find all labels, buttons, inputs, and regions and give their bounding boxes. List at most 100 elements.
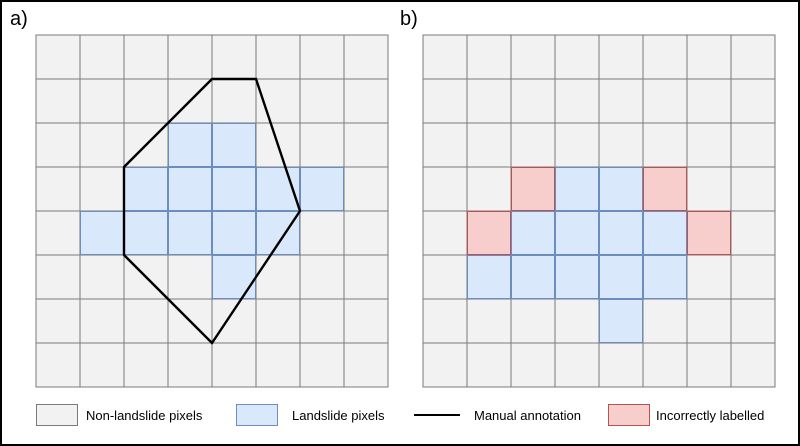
panel-b-cell-non-landslide [642,342,688,388]
panel-a-cell-non-landslide [35,254,81,300]
panel-b-cell-non-landslide [422,210,468,256]
panel-a-cell-non-landslide [343,34,389,80]
panel-a-cell-landslide-outline [168,123,212,167]
panel-a-cell-non-landslide [343,122,389,168]
legend-incorrect-label: Incorrectly labelled [656,407,765,423]
panel-b-cell-landslide-outline [467,255,511,299]
panel-b-cell-non-landslide [466,298,512,344]
panel-a-cell-non-landslide [123,342,169,388]
panel-b-cell-non-landslide [554,78,600,124]
panel-a-cell-non-landslide [211,34,257,80]
panel-b-cell-landslide [598,210,644,256]
panel-a-cell-non-landslide [167,342,213,388]
panel-a-cell-landslide [167,166,213,212]
panel-a-cell-non-landslide [35,298,81,344]
panel-a-cell-landslide [211,166,257,212]
panel-b-cell-non-landslide [554,34,600,80]
panel-a-cell-non-landslide [299,342,345,388]
panel-b-cell-incorrect-outline [643,167,687,211]
panel-b-cell-non-landslide [730,298,776,344]
panel-a-cell-non-landslide [35,78,81,124]
non-landslide-swatch [36,404,78,426]
panel-b-cell-landslide-outline [599,255,643,299]
panel-b-cell-landslide [642,254,688,300]
panel-a-cell-non-landslide [35,166,81,212]
panel-b-cell-non-landslide [686,122,732,168]
legend-incorrect: Incorrectly labelled [608,403,764,427]
panel-b-cell-landslide-outline [511,211,555,255]
panel-b-cell-landslide [554,166,600,212]
panel-b-cell-incorrect [466,210,512,256]
panel-b-cell-landslide-outline [555,211,599,255]
panel-b-cell-non-landslide [422,342,468,388]
legend-annotation-label: Manual annotation [474,407,581,423]
panel-b-cell-non-landslide [642,122,688,168]
panel-b-cell-non-landslide [510,78,556,124]
panel-b-cell-non-landslide [466,342,512,388]
panel-b-cell-non-landslide [510,342,556,388]
panel-a-cell-non-landslide [123,78,169,124]
panel-a-cell-landslide [123,166,169,212]
panel-a-cell-landslide [211,254,257,300]
panel-a-cell-non-landslide [343,342,389,388]
panel-b-cell-landslide [598,254,644,300]
panel-b-cell-non-landslide [686,342,732,388]
panel-a-cell-non-landslide [167,254,213,300]
panel-a-cell-non-landslide [343,78,389,124]
legend-annotation: Manual annotation [414,403,581,427]
panel-b-cell-non-landslide [730,166,776,212]
incorrect-swatch [608,404,650,426]
panel-b-cell-incorrect [686,210,732,256]
panel-b-cell-non-landslide [554,342,600,388]
panel-b-cell-incorrect [642,166,688,212]
panel-a-cell-non-landslide [79,298,125,344]
panel-a-cell-landslide [211,122,257,168]
panel-b-cell-non-landslide [598,34,644,80]
panel-b-cell-non-landslide [422,122,468,168]
panel-a-cell-landslide-outline [212,167,256,211]
panel-b-cell-landslide [554,254,600,300]
panel-a-cell-landslide-outline [168,211,212,255]
panel-a-cell-landslide [123,210,169,256]
panel-a-cell-landslide [255,210,301,256]
panel-b-cell-non-landslide [642,298,688,344]
panel-b-cell-landslide-outline [511,255,555,299]
panel-a-cell-non-landslide [255,298,301,344]
panel-b-cell-landslide-outline [555,255,599,299]
panel-b-cell-landslide-outline [599,167,643,211]
panel-a-cell-landslide [79,210,125,256]
panel-a-cell-landslide [211,210,257,256]
panel-b-cell-non-landslide [686,78,732,124]
panel-a-cell-landslide [167,122,213,168]
legend-landslide: Landslide pixels [236,403,385,427]
panel-b-cell-landslide-outline [643,211,687,255]
panel-b-cell-landslide [554,210,600,256]
panel-a-cell-non-landslide [167,34,213,80]
panel-a-cell-non-landslide [35,342,81,388]
panel-b-cell-incorrect-outline [687,211,731,255]
panel-a-cell-non-landslide [211,298,257,344]
panel-b-cell-non-landslide [730,34,776,80]
panel-a-cell-non-landslide [79,342,125,388]
panel-a-cell-landslide [299,166,345,212]
panel-b-cell-non-landslide [730,342,776,388]
panel-b-cell-non-landslide [554,298,600,344]
panel-b-cell-non-landslide [510,298,556,344]
panel-b-cell-non-landslide [554,122,600,168]
panel-b-cell-non-landslide [422,254,468,300]
panel-b-cell-non-landslide [730,122,776,168]
panel-a-cell-landslide-outline [212,123,256,167]
legend-non-landslide-label: Non-landslide pixels [86,407,203,423]
panel-a-cell-non-landslide [343,166,389,212]
panel-a-cell-non-landslide [299,254,345,300]
panel-a-cell-non-landslide [123,34,169,80]
panel-a-cell-non-landslide [343,298,389,344]
panel-b-cell-non-landslide [510,34,556,80]
panel-b-cell-landslide [598,298,644,344]
panel-a-cell-non-landslide [123,298,169,344]
panel-b-cell-non-landslide [466,34,512,80]
panel-a-cell-non-landslide [211,78,257,124]
panel-a-cell-non-landslide [255,254,301,300]
panel-b-cell-landslide [642,210,688,256]
panel-b-cell-non-landslide [466,78,512,124]
